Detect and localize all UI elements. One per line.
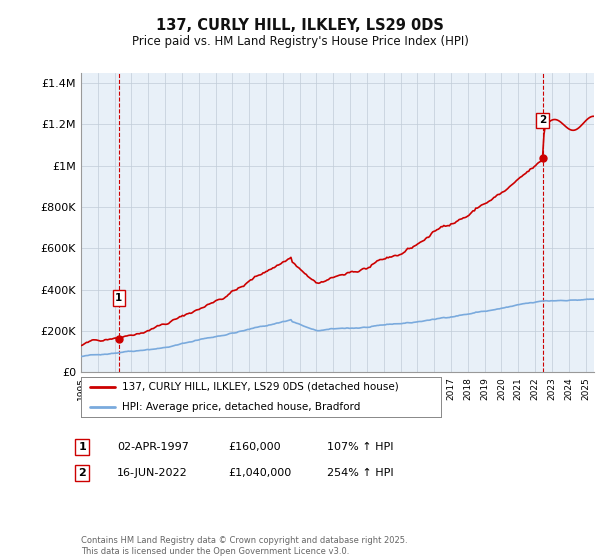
Text: 254% ↑ HPI: 254% ↑ HPI [327,468,394,478]
Text: Price paid vs. HM Land Registry's House Price Index (HPI): Price paid vs. HM Land Registry's House … [131,35,469,49]
Text: 2: 2 [539,115,547,125]
Text: 1: 1 [79,442,86,452]
Text: 02-APR-1997: 02-APR-1997 [117,442,189,452]
Text: 2: 2 [79,468,86,478]
Text: 16-JUN-2022: 16-JUN-2022 [117,468,188,478]
Text: 137, CURLY HILL, ILKLEY, LS29 0DS (detached house): 137, CURLY HILL, ILKLEY, LS29 0DS (detac… [122,382,399,392]
Text: 107% ↑ HPI: 107% ↑ HPI [327,442,394,452]
Text: Contains HM Land Registry data © Crown copyright and database right 2025.
This d: Contains HM Land Registry data © Crown c… [81,536,407,556]
Point [538,153,547,162]
Text: £160,000: £160,000 [228,442,281,452]
Text: HPI: Average price, detached house, Bradford: HPI: Average price, detached house, Brad… [122,402,361,412]
Text: £1,040,000: £1,040,000 [228,468,291,478]
Point [114,335,124,344]
Text: 1: 1 [115,293,122,303]
Text: 137, CURLY HILL, ILKLEY, LS29 0DS: 137, CURLY HILL, ILKLEY, LS29 0DS [156,18,444,32]
